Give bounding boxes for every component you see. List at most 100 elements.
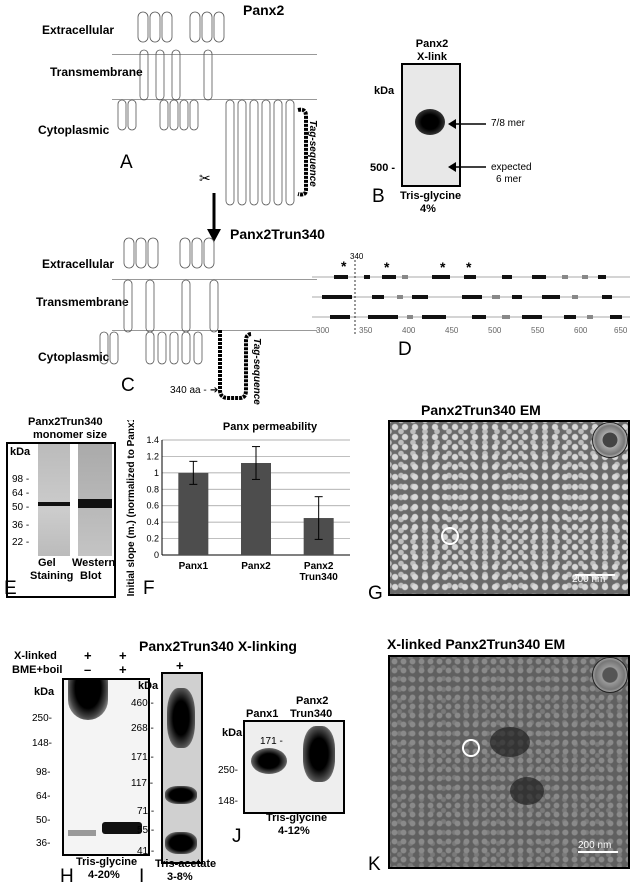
panel-c-letter: C	[121, 375, 135, 396]
panel-a-transmembrane-label: Transmembrane	[50, 65, 143, 79]
panel-d-star-3: *	[440, 259, 446, 275]
chart-y-tick-label: 1	[154, 468, 159, 478]
chart-y-tick-label: 0.4	[146, 517, 159, 527]
panel-e-marker: 50 -	[12, 502, 30, 513]
panel-j-marker: 148-	[218, 796, 239, 807]
panel-b-arrow-label-2b: 6 mer	[496, 174, 522, 185]
panel-h-letter: H	[60, 866, 74, 887]
chart-x-tick-label: Trun340	[299, 572, 338, 583]
panel-g-inset-particle	[592, 422, 628, 458]
panel-b-marker-500: 500 -	[370, 162, 396, 174]
panel-d-alignment	[312, 260, 630, 335]
right-arrow-icon: ➔	[210, 385, 219, 396]
panel-d-mark-340: 340	[350, 252, 364, 261]
panel-h-marker: 250-	[32, 713, 53, 724]
panel-j-gel	[243, 720, 345, 814]
panel-i-marker: 71 -	[137, 806, 155, 817]
panel-e-marker: 98 -	[12, 474, 30, 485]
panel-d-star-4: *	[466, 259, 472, 275]
panel-i-marker: 117 -	[131, 778, 154, 789]
panel-j-marker: 250-	[218, 765, 239, 776]
panel-g-title: Panx2Trun340 EM	[421, 402, 541, 418]
bme-label: BME+boil	[12, 664, 63, 676]
panel-h-marker: 36-	[36, 838, 51, 849]
down-arrow-icon	[207, 193, 221, 242]
panel-j-lane2-label-a: Panx2	[296, 695, 329, 707]
panel-d-tick: 650	[614, 326, 628, 335]
panel-k-highlight-circle	[462, 739, 480, 757]
panel-i-kda: kDa	[138, 680, 159, 692]
panel-k-em-image: 200 nm	[388, 655, 630, 869]
panel-i-marker: 460 -	[131, 698, 154, 709]
panel-e-band-western	[78, 499, 112, 508]
panel-d-tick: 550	[531, 326, 545, 335]
membrane-line-top-a	[112, 54, 317, 55]
panel-f-letter: F	[143, 578, 155, 599]
panel-a-extracellular-label: Extracellular	[42, 23, 115, 37]
panel-k-inset-particle	[592, 657, 628, 693]
panel-i-band-high	[167, 688, 195, 748]
panel-c-title: Panx2Trun340	[230, 226, 325, 242]
chart-bar	[178, 472, 209, 555]
panel-g-scale-bar	[575, 574, 615, 576]
panel-d-tick: 300	[316, 326, 330, 335]
chart-x-tick-label: Panx2	[304, 561, 334, 572]
panel-e-marker: 36 -	[12, 520, 30, 531]
membrane-line-bottom-c	[112, 330, 317, 331]
panel-e-lane-western	[78, 444, 112, 556]
panel-h-marker: 98-	[36, 767, 51, 778]
panel-h-band-high	[68, 680, 108, 720]
panel-d-star-1: *	[341, 258, 347, 274]
panel-h-kda: kDa	[34, 686, 55, 698]
panel-i-marker: 55 -	[137, 825, 155, 836]
panel-b-gel-percent: 4%	[420, 203, 436, 215]
panel-e-gel-frame	[6, 442, 116, 598]
panel-d-tick: 500	[488, 326, 502, 335]
panel-g-highlight-circle	[441, 527, 459, 545]
panx2trun340-topology-diagram	[99, 237, 253, 400]
membrane-line-bottom-a	[112, 99, 317, 100]
panel-h-gel-percent: 4-20%	[88, 869, 120, 881]
panel-h-band-faint	[68, 830, 96, 836]
h-lane1-bme: –	[84, 662, 92, 677]
panel-j-gel-type: Tris-glycine	[266, 812, 328, 824]
panel-i-marker: 171 -	[131, 752, 154, 763]
chart-y-tick-label: 0	[154, 550, 159, 560]
panel-b-arrow-label-1: 7/8 mer	[491, 118, 525, 129]
panel-h-band-monomer	[102, 822, 142, 834]
panel-k-scale-label: 200 nm	[578, 840, 612, 851]
i-lane-xlinked: +	[176, 658, 184, 673]
panel-g-letter: G	[368, 583, 383, 604]
panel-h-gel	[62, 678, 150, 856]
panel-d-tick: 450	[445, 326, 459, 335]
h-lane2-bme: +	[119, 662, 127, 677]
panel-a-tag-label: Tag-sequence	[307, 120, 318, 187]
panel-j-letter: J	[232, 826, 242, 847]
panel-i-marker: 268 -	[131, 723, 154, 734]
panel-e-title-1: Panx2Trun340	[28, 416, 103, 428]
panel-hij-title: Panx2Trun340 X-linking	[139, 638, 297, 654]
panel-j-gel-percent: 4-12%	[278, 825, 310, 837]
panel-k-scale-bar	[578, 851, 618, 853]
panel-e-lane1-label-a: Gel	[38, 557, 56, 569]
panel-e-lane2-label-a: Western	[72, 557, 116, 569]
panel-h-gel-type: Tris-glycine	[76, 856, 138, 868]
panel-i-gel-type: Tris-acetate	[155, 858, 217, 870]
h-lane1-xlinked: +	[84, 648, 92, 663]
panel-c-transmembrane-label: Transmembrane	[36, 295, 129, 309]
panel-b-arrow-label-2a: expected	[491, 162, 532, 173]
panel-k-dark-patch	[510, 777, 544, 805]
chart-y-tick-label: 0.6	[146, 501, 159, 511]
panel-b-arrows	[448, 119, 486, 172]
panel-i-letter: I	[139, 866, 145, 887]
panel-a-title: Panx2	[243, 2, 285, 18]
chart-x-tick-label: Panx2	[241, 561, 271, 572]
panel-i-band-mid	[165, 786, 197, 804]
chart-y-tick-label: 0.2	[146, 534, 159, 544]
panel-j-kda: kDa	[222, 727, 243, 739]
panel-e-marker: 64 -	[12, 488, 30, 499]
panel-j-marker: 171 -	[260, 736, 283, 747]
panel-h-marker: 148-	[32, 738, 53, 749]
panel-e-lane-gel	[38, 444, 70, 556]
panel-e-lane2-label-b: Blot	[80, 570, 102, 582]
